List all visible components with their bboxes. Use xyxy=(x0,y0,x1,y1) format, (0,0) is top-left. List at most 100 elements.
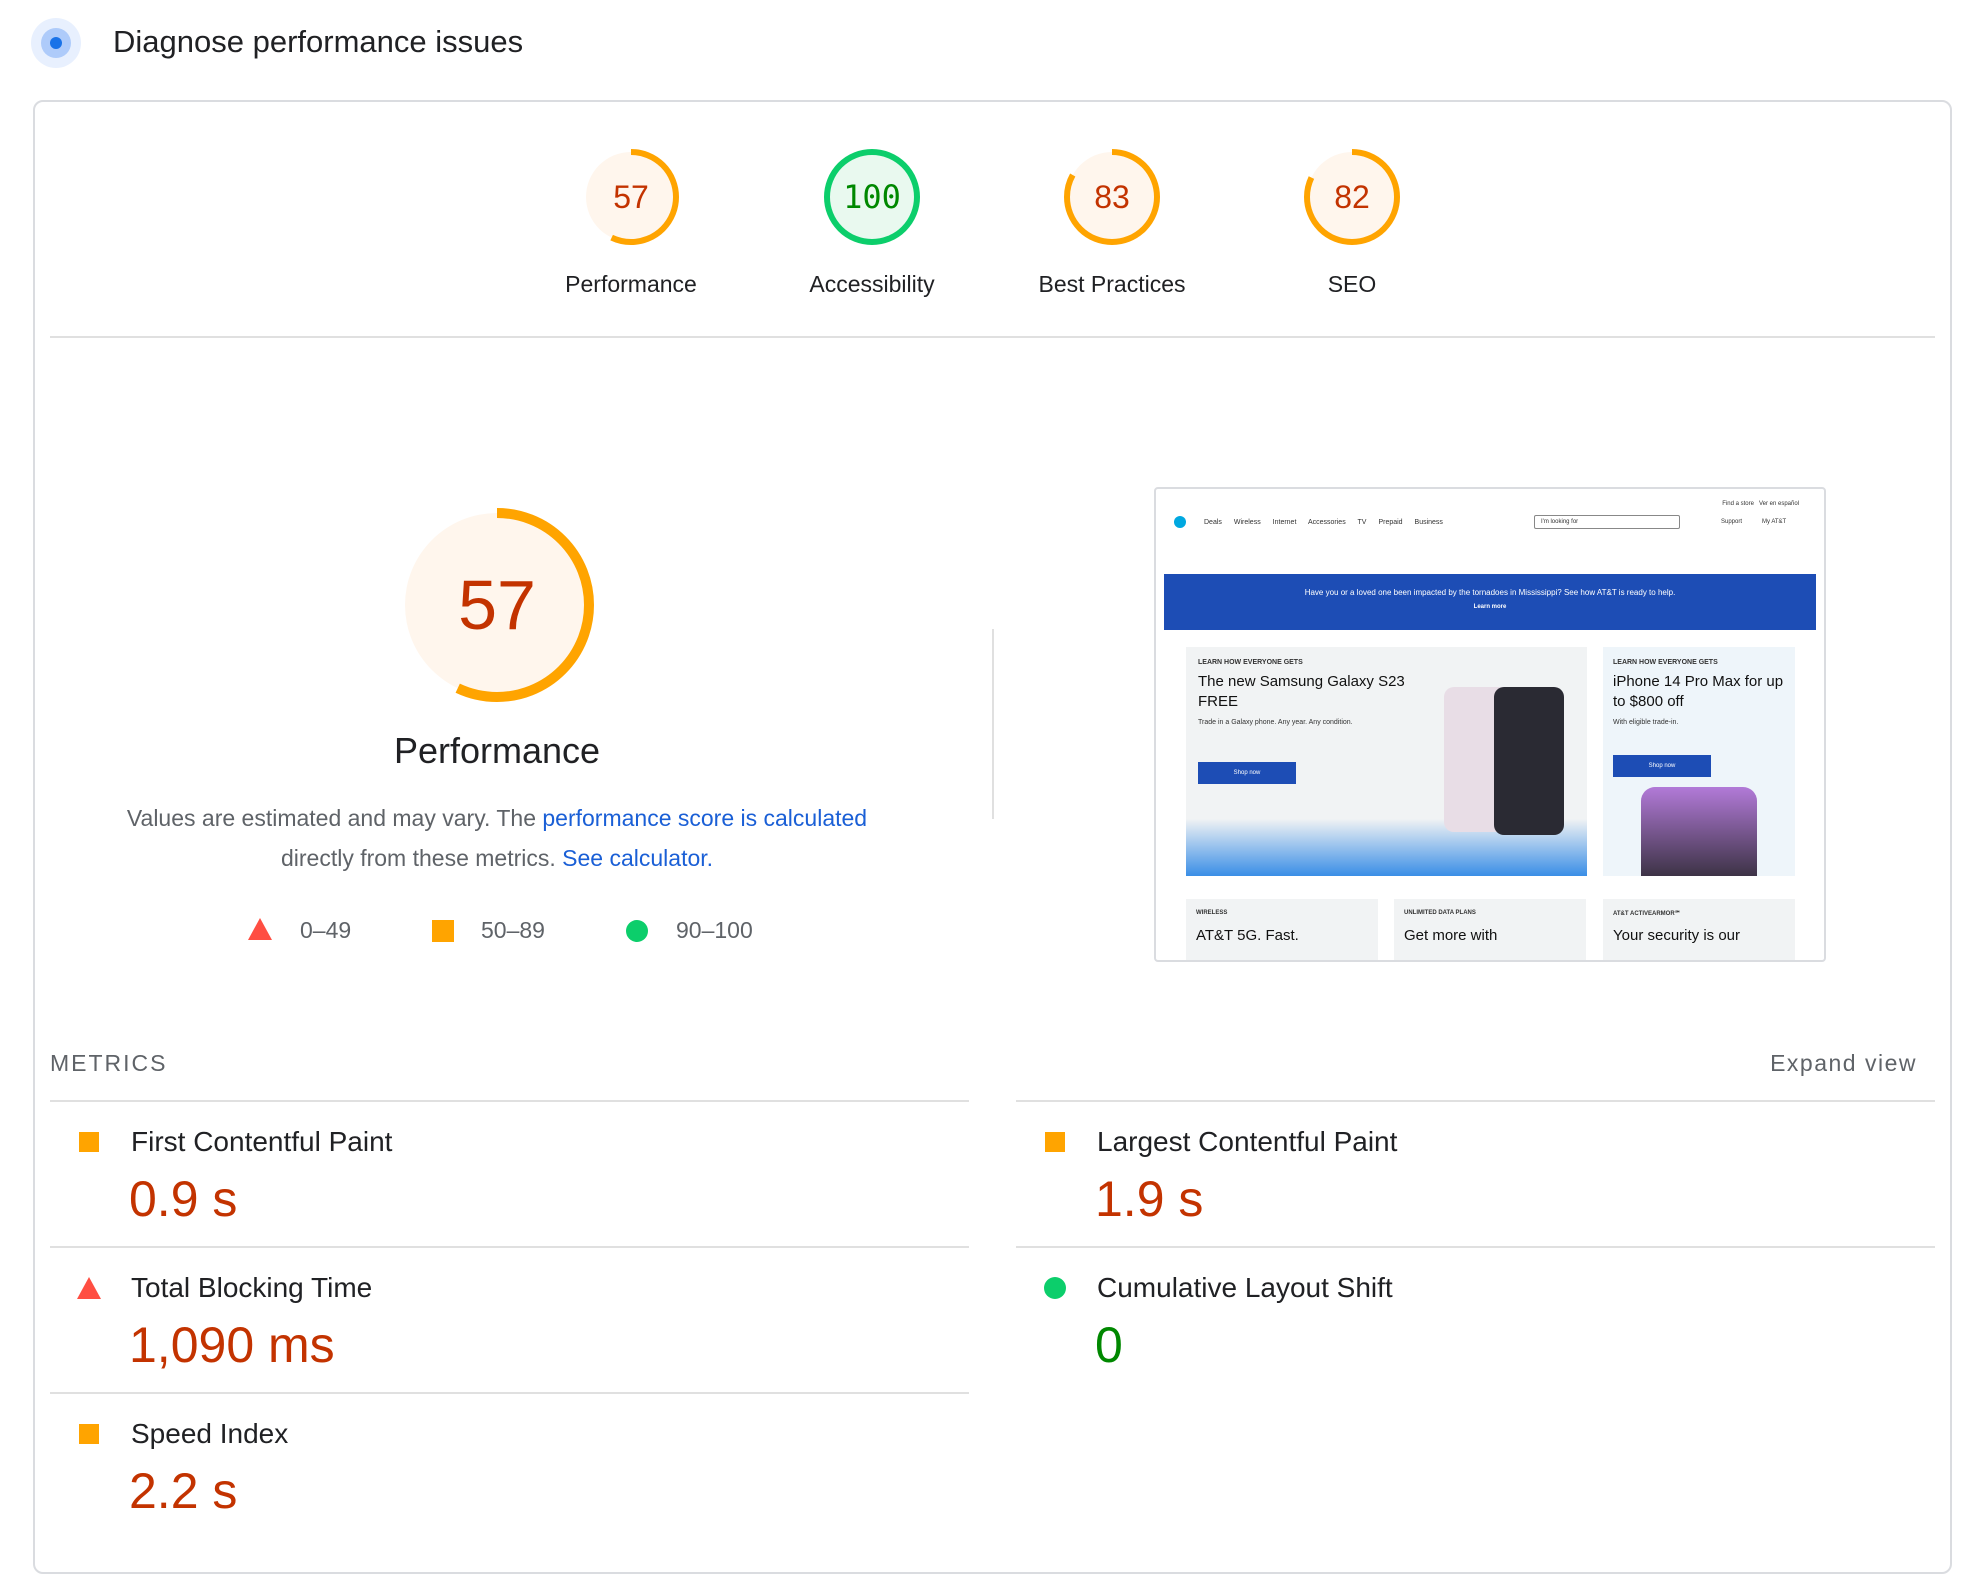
page-screenshot: Find a store Ver en español Deals Wirele… xyxy=(1154,487,1826,962)
score-gauge[interactable]: 82 xyxy=(1297,142,1407,252)
metric-value: 0.9 s xyxy=(129,1171,238,1227)
legend-average-icon xyxy=(432,920,454,942)
nav-item: Wireless xyxy=(1233,519,1261,526)
text: directly from these metrics. xyxy=(280,845,556,871)
account: My AT&T xyxy=(1762,519,1787,525)
button: Shop now xyxy=(1198,762,1296,784)
link[interactable]: performance score is calculated xyxy=(542,805,868,831)
legend-label: 50–89 xyxy=(481,917,545,943)
gauge-score: 57 xyxy=(613,179,649,215)
gauge-arc xyxy=(824,149,920,245)
logo xyxy=(1174,516,1186,528)
metric-value: 1.9 s xyxy=(1095,1171,1204,1227)
gauge-arc xyxy=(1064,149,1160,245)
metric-name: Total Blocking Time xyxy=(131,1272,373,1303)
tile-title: AT&T 5G. Fast. xyxy=(1196,927,1299,944)
tile-title: Your security is our xyxy=(1613,927,1741,944)
link: Ver en español xyxy=(1758,501,1799,507)
support: Support xyxy=(1721,519,1743,525)
average-icon xyxy=(79,1424,99,1444)
link[interactable]: See calculator. xyxy=(562,845,714,871)
metric-name: Cumulative Layout Shift xyxy=(1097,1272,1393,1303)
divider xyxy=(992,629,994,819)
gauge-arc xyxy=(583,149,679,245)
score-gauge[interactable]: 100 xyxy=(817,142,927,252)
summary-title: Performance xyxy=(393,730,601,771)
summary-text: Values are estimated and may vary. The p… xyxy=(47,798,947,878)
score-label: Performance xyxy=(565,271,697,297)
gauge-background xyxy=(586,152,676,242)
legend-label: 90–100 xyxy=(676,917,753,943)
tile: AT&T ACTIVEARMOR℠ Your security is our xyxy=(1603,899,1795,960)
divider xyxy=(1016,1100,1935,1102)
banner-link: Learn more xyxy=(1473,604,1507,610)
nav-item: Accessories xyxy=(1307,519,1346,526)
divider xyxy=(50,1392,969,1394)
nav-item: TV xyxy=(1357,519,1367,526)
performance-gauge: 57 xyxy=(400,508,594,702)
nav-item: Business xyxy=(1414,519,1443,526)
gauge-arc xyxy=(400,508,594,702)
tile: UNLIMITED DATA PLANS Get more with xyxy=(1394,899,1586,960)
score-gauge[interactable]: 83 xyxy=(1057,142,1167,252)
eyebrow: UNLIMITED DATA PLANS xyxy=(1404,910,1476,916)
pass-icon xyxy=(1044,1277,1066,1299)
header-title: Diagnose performance issues xyxy=(113,24,524,59)
banner: Have you or a loved one been impacted by… xyxy=(1164,574,1816,630)
tile-title: Get more with xyxy=(1404,927,1498,944)
nav-item: Deals xyxy=(1204,519,1222,526)
phone-image xyxy=(1494,687,1564,835)
nav: Deals Wireless Internet Accessories TV P… xyxy=(1204,519,1443,526)
divider xyxy=(1016,1246,1935,1248)
expand-view[interactable]: Expand view xyxy=(1770,1050,1917,1076)
gauge-background xyxy=(827,152,917,242)
gauge-score: 82 xyxy=(1334,179,1370,215)
gauge-score: 57 xyxy=(458,566,536,644)
eyebrow: LEARN HOW EVERYONE GETS xyxy=(1198,659,1303,666)
legend-label: 0–49 xyxy=(300,917,352,943)
fail-icon xyxy=(77,1277,101,1299)
search: I'm looking for xyxy=(1534,515,1680,529)
average-icon xyxy=(1045,1132,1065,1152)
link: Find a store xyxy=(1722,501,1754,507)
eyebrow: AT&T ACTIVEARMOR℠ xyxy=(1613,911,1681,917)
metric-value: 2.2 s xyxy=(129,1463,238,1519)
metric-name: Largest Contentful Paint xyxy=(1097,1126,1398,1157)
legend-pass-icon xyxy=(626,920,648,942)
legend-fail-icon xyxy=(248,918,272,940)
score-label: Accessibility xyxy=(809,271,935,297)
score-label: SEO xyxy=(1327,271,1377,297)
score-gauge[interactable]: 57 xyxy=(576,142,686,252)
eyebrow: LEARN HOW EVERYONE GETS xyxy=(1613,659,1718,666)
nav-item: Prepaid xyxy=(1378,519,1403,526)
card: LEARN HOW EVERYONE GETS The new Samsung … xyxy=(1186,647,1587,876)
score-label: Best Practices xyxy=(1038,271,1186,297)
nav-item: Internet xyxy=(1272,519,1297,526)
gauge-background xyxy=(1067,152,1157,242)
card-text: Trade in a Galaxy phone. Any year. Any c… xyxy=(1198,719,1353,726)
metrics-heading: METRICS xyxy=(50,1050,168,1076)
tile: WIRELESS AT&T 5G. Fast. xyxy=(1186,899,1378,960)
divider xyxy=(50,336,1935,338)
card: LEARN HOW EVERYONE GETS iPhone 14 Pro Ma… xyxy=(1603,647,1795,876)
gauge-score: 83 xyxy=(1094,179,1130,215)
card-title: The new Samsung Galaxy S23 FREE xyxy=(1198,673,1405,710)
metric-name: Speed Index xyxy=(131,1418,289,1449)
top-links: Find a store Ver en español xyxy=(1722,501,1799,507)
button: Shop now xyxy=(1613,755,1711,777)
card-title: iPhone 14 Pro Max for up to $800 off xyxy=(1613,673,1784,710)
card-text: With eligible trade-in. xyxy=(1613,719,1679,726)
gauge-arc xyxy=(1304,149,1400,245)
metric-value: 1,090 ms xyxy=(129,1317,335,1373)
gauge-background xyxy=(405,513,589,697)
average-icon xyxy=(79,1132,99,1152)
banner-text: Have you or a loved one been impacted by… xyxy=(1304,588,1676,597)
gauge-background xyxy=(1307,152,1397,242)
metric-name: First Contentful Paint xyxy=(131,1126,393,1157)
divider xyxy=(50,1100,969,1102)
text: Values are estimated and may vary. The xyxy=(126,805,536,831)
gauge-score: 100 xyxy=(843,178,901,216)
phone-image xyxy=(1641,787,1757,876)
metric-value: 0 xyxy=(1095,1317,1123,1373)
